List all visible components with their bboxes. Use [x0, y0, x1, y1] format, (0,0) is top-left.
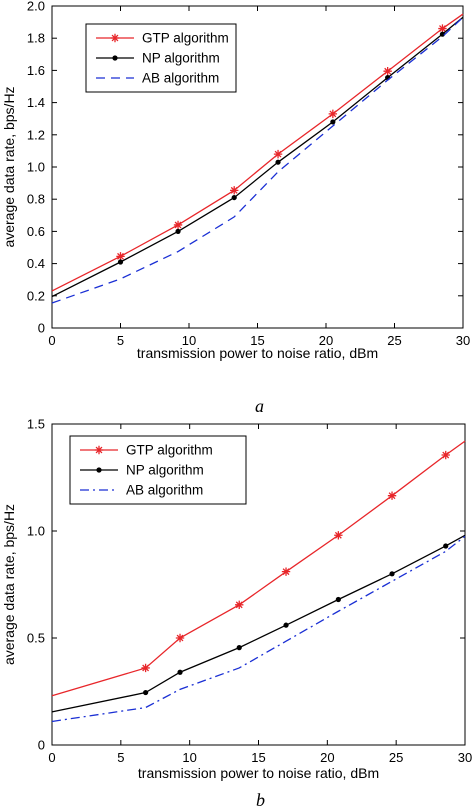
y-axis-label: average data rate, bps/Hz — [1, 504, 17, 665]
y-tick-label: 1.2 — [27, 127, 45, 142]
x-tick-label: 30 — [456, 333, 470, 348]
x-tick-label: 25 — [387, 333, 401, 348]
legend-label-gtp: GTP algorithm — [142, 31, 229, 46]
data-point-np — [117, 259, 124, 265]
x-tick-label: 15 — [250, 333, 264, 348]
data-point-np — [275, 159, 281, 165]
x-tick-label: 10 — [182, 750, 196, 765]
data-point-gtp — [438, 24, 447, 33]
y-axis-label: average data rate, bps/Hz — [1, 86, 17, 247]
x-tick-label: 30 — [458, 750, 472, 765]
y-tick-label: 1.8 — [27, 31, 45, 46]
data-point-np — [143, 689, 149, 696]
y-tick-label: 1.4 — [27, 95, 45, 110]
data-point-np — [330, 119, 336, 125]
data-point-gtp — [383, 67, 392, 76]
legend-label-gtp: GTP algorithm — [126, 443, 213, 458]
data-point-gtp — [334, 531, 343, 540]
data-point-np — [236, 645, 242, 651]
y-tick-label: 1.0 — [27, 160, 45, 175]
data-point-np — [283, 622, 289, 628]
data-point-gtp — [441, 450, 450, 460]
chart-panel-a: 0 5 10 15 20 25 30 0 0.2 0.4 0.6 0.8 1.0 1.2 1.4 1.6 1.8… — [1, 0, 470, 416]
y-tick-label: 0.8 — [27, 192, 45, 207]
data-point-np — [231, 194, 237, 201]
y-tick-label: 1.5 — [27, 417, 45, 432]
y-tick-label: 1.6 — [27, 63, 45, 78]
y-tick-label: 1.0 — [27, 524, 45, 539]
data-point-np — [389, 571, 395, 577]
x-tick-label: 15 — [251, 750, 265, 765]
x-axis-label: transmission power to noise ratio, dBm — [137, 345, 378, 361]
series-line-ab — [51, 16, 464, 304]
x-tick-label: 10 — [182, 333, 196, 348]
data-point-gtp — [230, 186, 239, 195]
data-point-gtp — [387, 491, 397, 500]
panel-label: a — [255, 396, 264, 416]
data-point-np — [443, 543, 449, 549]
panel-label: b — [256, 790, 265, 810]
x-tick-label: 20 — [319, 333, 333, 348]
data-point-gtp — [116, 252, 125, 261]
data-point-np — [177, 669, 183, 675]
x-tick-label: 20 — [320, 750, 334, 765]
x-axis-label: transmission power to noise ratio, dBm — [138, 765, 379, 781]
data-point-np — [335, 596, 341, 603]
data-point-gtp — [281, 567, 291, 576]
series-line-np — [51, 534, 466, 713]
data-point-gtp — [173, 220, 183, 230]
legend-marker-gtp — [94, 445, 104, 455]
x-tick-label: 25 — [389, 750, 403, 765]
legend-label-ab: AB algorithm — [142, 71, 219, 86]
data-point-np — [175, 228, 181, 234]
x-tick-label: 5 — [117, 750, 124, 765]
series-line-ab — [51, 535, 466, 723]
data-point-gtp — [175, 633, 185, 643]
y-tick-label: 0 — [38, 738, 45, 753]
y-tick-label: 0.5 — [27, 631, 45, 646]
y-tick-label: 2.0 — [27, 0, 45, 14]
data-point-gtp — [141, 663, 150, 673]
legend-marker-np — [96, 467, 102, 473]
legend-label-np: NP algorithm — [142, 51, 220, 66]
x-tick-label: 0 — [48, 750, 55, 765]
data-point-gtp — [235, 600, 244, 610]
legend-marker-gtp — [110, 33, 120, 43]
data-point-np — [439, 31, 446, 37]
y-tick-label: 0.6 — [27, 224, 45, 239]
legend-marker-np — [112, 55, 118, 61]
y-tick-label: 0.2 — [27, 288, 45, 303]
y-tick-label: 0.4 — [27, 256, 45, 271]
chart-panel-b: 0 5 10 15 20 25 30 0 0.5 1.0 1.5 transmission power… — [1, 417, 472, 811]
data-point-gtp — [273, 149, 283, 159]
y-tick-label: 0 — [38, 321, 45, 336]
legend-label-ab: AB algorithm — [126, 483, 203, 498]
legend-label-np: NP algorithm — [126, 463, 204, 478]
x-tick-label: 0 — [48, 333, 55, 348]
data-point-gtp — [328, 109, 338, 119]
x-tick-label: 5 — [117, 333, 124, 348]
